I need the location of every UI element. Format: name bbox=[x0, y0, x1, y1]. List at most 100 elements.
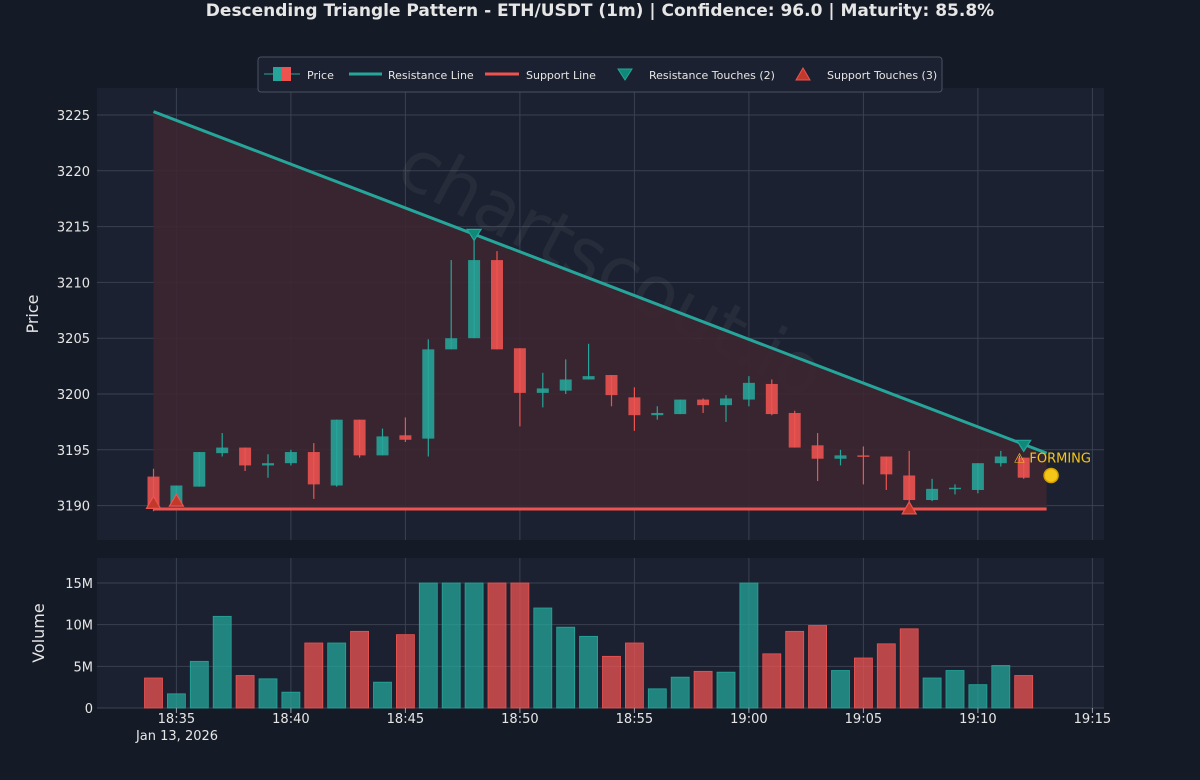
volume-bar bbox=[144, 677, 163, 709]
candle-body bbox=[445, 338, 458, 350]
volume-bar bbox=[441, 582, 461, 709]
volume-bar bbox=[945, 670, 965, 709]
candle-body bbox=[994, 456, 1007, 464]
x-tick-label: 18:40 bbox=[272, 712, 309, 727]
candle-body bbox=[353, 419, 366, 456]
volume-bar bbox=[258, 678, 278, 709]
candle-body bbox=[422, 349, 435, 439]
candle-body bbox=[307, 452, 320, 485]
volume-bar bbox=[854, 657, 873, 709]
volume-bar bbox=[716, 671, 736, 709]
legend: Price Resistance Line Support Line Resis… bbox=[257, 56, 943, 93]
candle-body bbox=[239, 447, 252, 466]
volume-bar bbox=[166, 693, 186, 709]
volume-bar bbox=[212, 615, 232, 709]
candle bbox=[628, 387, 641, 431]
candle-body bbox=[468, 260, 481, 339]
candle bbox=[742, 376, 755, 407]
volume-bar bbox=[373, 681, 392, 709]
volume-tick-label: 0 bbox=[85, 702, 93, 717]
candle-body bbox=[765, 383, 778, 415]
x-tick-label: 18:45 bbox=[387, 712, 424, 727]
volume-bar bbox=[327, 642, 347, 709]
support-touch-marker bbox=[901, 500, 918, 515]
candle-body bbox=[720, 398, 732, 406]
volume-bar bbox=[304, 642, 324, 709]
forming-label: ⚠ FORMING bbox=[1014, 451, 1091, 466]
candle-body bbox=[1017, 457, 1030, 478]
x-tick-label: 19:05 bbox=[845, 712, 882, 727]
volume-bar bbox=[281, 691, 301, 709]
candle-body bbox=[582, 376, 595, 380]
volume-bar bbox=[831, 670, 850, 709]
candle bbox=[445, 260, 458, 350]
candle bbox=[971, 463, 984, 494]
candle-body bbox=[262, 463, 274, 466]
candle-body bbox=[491, 260, 503, 350]
volume-bar bbox=[235, 675, 255, 709]
chart-title: Descending Triangle Pattern - ETH/USDT (… bbox=[206, 1, 994, 21]
volume-bar bbox=[189, 660, 209, 709]
volume-bar bbox=[876, 643, 896, 709]
volume-bar bbox=[418, 582, 438, 709]
candle-body bbox=[513, 348, 526, 393]
volume-bar bbox=[533, 607, 553, 709]
candle-body bbox=[926, 488, 939, 501]
candle bbox=[376, 428, 389, 456]
candle bbox=[834, 449, 847, 466]
resistance-touch-marker bbox=[1015, 439, 1032, 453]
candle bbox=[216, 433, 229, 457]
candle bbox=[720, 395, 732, 422]
candle-body bbox=[857, 455, 870, 457]
price-y-axis: 3190 3195 3200 3205 3210 3215 3220 3225 bbox=[57, 109, 90, 515]
legend-price-icon bbox=[264, 67, 300, 81]
candle bbox=[605, 375, 618, 407]
price-tick-label: 3210 bbox=[57, 276, 90, 291]
candle bbox=[468, 234, 481, 339]
volume-bar bbox=[350, 630, 370, 709]
volume-bar bbox=[395, 634, 415, 709]
candle-body bbox=[674, 399, 687, 415]
candle bbox=[857, 446, 870, 485]
candle-body bbox=[697, 399, 710, 406]
legend-support-touch-icon bbox=[795, 67, 811, 81]
x-tick-label: 19:00 bbox=[730, 712, 767, 727]
candle bbox=[1017, 457, 1030, 479]
candle-body bbox=[399, 435, 412, 440]
legend-support-touches: Support Touches (3) bbox=[827, 69, 937, 82]
price-tick-label: 3215 bbox=[57, 221, 90, 236]
volume-tick-label: 15M bbox=[65, 577, 93, 592]
candle bbox=[765, 379, 778, 416]
price-tick-label: 3220 bbox=[57, 165, 90, 180]
resistance-line bbox=[152, 110, 1048, 455]
volume-bar bbox=[808, 625, 827, 709]
candle-body bbox=[536, 388, 549, 393]
legend-resistance-line: Resistance Line bbox=[388, 69, 474, 82]
volume-bar bbox=[647, 688, 667, 709]
volume-bar bbox=[556, 626, 576, 709]
candle bbox=[994, 450, 1007, 467]
candle-body bbox=[811, 445, 824, 459]
volume-bar bbox=[762, 653, 782, 709]
legend-resistance-touch-icon bbox=[617, 68, 633, 81]
price-axis-label: Price bbox=[23, 294, 42, 333]
candle bbox=[651, 406, 664, 420]
candle bbox=[949, 484, 961, 495]
volume-bar bbox=[739, 582, 759, 709]
candle-body bbox=[903, 475, 916, 501]
volume-series bbox=[144, 582, 1034, 709]
price-tick-label: 3225 bbox=[57, 109, 90, 124]
candle-body bbox=[376, 436, 389, 456]
triangle-fill bbox=[153, 111, 1047, 509]
volume-bar bbox=[785, 630, 805, 709]
candle bbox=[399, 417, 412, 442]
volume-bar bbox=[899, 628, 919, 709]
candle-body bbox=[147, 476, 160, 506]
candle bbox=[491, 251, 503, 350]
volume-bar bbox=[579, 635, 598, 709]
volume-bar bbox=[487, 582, 507, 709]
candle-body bbox=[559, 379, 572, 391]
candle-body bbox=[949, 487, 961, 490]
volume-axis-label: Volume bbox=[29, 603, 48, 663]
